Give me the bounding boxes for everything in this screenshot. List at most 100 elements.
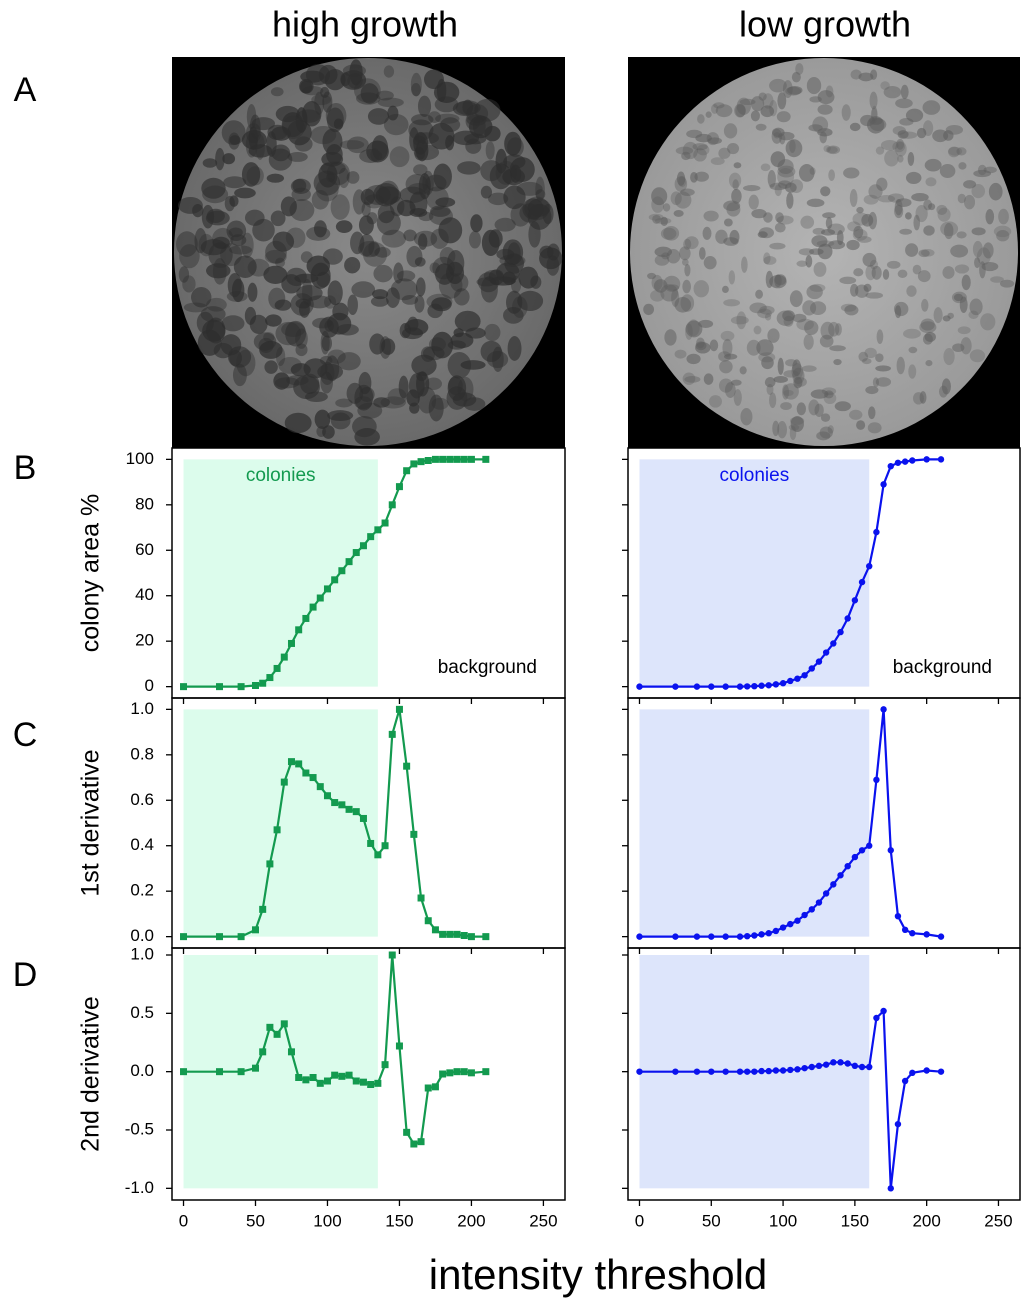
colony-blob bbox=[897, 130, 909, 139]
y-axis-title: colony area % bbox=[77, 494, 105, 652]
colony-blob bbox=[862, 358, 872, 365]
data-point bbox=[822, 890, 830, 897]
data-point bbox=[359, 542, 367, 550]
data-point bbox=[880, 1007, 887, 1015]
panel-letter: A bbox=[14, 71, 37, 109]
colony-blob bbox=[913, 392, 924, 405]
data-point bbox=[295, 626, 303, 634]
colony-blob bbox=[981, 261, 999, 272]
colony-blob bbox=[734, 103, 746, 118]
colony-blob bbox=[719, 378, 733, 393]
colony-blob bbox=[777, 167, 795, 186]
colony-blob bbox=[517, 290, 544, 312]
colony-blob bbox=[684, 376, 701, 383]
colony-blob bbox=[654, 217, 672, 225]
colony-blob bbox=[820, 413, 831, 422]
column-title: low growth bbox=[739, 4, 911, 45]
x-tick-label: 0 bbox=[635, 1211, 644, 1230]
colony-blob bbox=[258, 337, 274, 353]
colony-blob bbox=[736, 97, 751, 115]
data-point bbox=[266, 1023, 274, 1031]
plot-frame bbox=[171, 947, 566, 1201]
colony-blob bbox=[961, 274, 971, 291]
colony-blob bbox=[755, 289, 763, 299]
data-point bbox=[758, 1067, 765, 1075]
colony-blob bbox=[480, 185, 493, 199]
data-point bbox=[453, 930, 461, 938]
data-point bbox=[772, 681, 780, 688]
colony-blob bbox=[710, 157, 725, 166]
colony-blob bbox=[968, 310, 979, 319]
colony-blob bbox=[972, 240, 983, 258]
colony-blob bbox=[287, 151, 308, 162]
colony-blob bbox=[324, 69, 346, 91]
colony-blob bbox=[824, 390, 834, 399]
colony-blob bbox=[330, 194, 350, 220]
colony-blob bbox=[896, 138, 905, 150]
colony-blob bbox=[325, 102, 347, 129]
colony-blob bbox=[809, 283, 826, 292]
data-point bbox=[367, 839, 375, 847]
colony-blob bbox=[897, 269, 908, 279]
colony-blob bbox=[990, 276, 1004, 283]
data-point bbox=[359, 814, 367, 822]
colony-blob bbox=[194, 228, 207, 254]
colony-blob bbox=[871, 265, 882, 280]
colony-blob bbox=[366, 140, 389, 163]
data-point bbox=[403, 1128, 411, 1136]
colony-blob bbox=[450, 332, 474, 349]
colony-blob bbox=[905, 243, 919, 257]
data-point bbox=[779, 924, 787, 931]
y-tick-label: 1.0 bbox=[130, 699, 154, 718]
colony-blob bbox=[943, 347, 955, 366]
colony-blob bbox=[880, 139, 899, 151]
colony-blob bbox=[686, 353, 701, 365]
colony-blob bbox=[928, 203, 936, 211]
colony-blob bbox=[817, 128, 833, 137]
data-point bbox=[851, 597, 859, 604]
data-point bbox=[309, 1074, 317, 1081]
colony-blob bbox=[299, 79, 314, 94]
data-point bbox=[830, 640, 837, 647]
data-point bbox=[331, 1071, 339, 1079]
colony-blob bbox=[875, 146, 885, 155]
data-point bbox=[880, 706, 887, 713]
colony-blob bbox=[662, 203, 671, 212]
data-point bbox=[446, 1069, 454, 1077]
colony-blob bbox=[849, 122, 861, 132]
colony-blob bbox=[819, 426, 833, 439]
colony-blob bbox=[358, 371, 372, 395]
data-point bbox=[801, 1064, 808, 1072]
colony-blob bbox=[785, 139, 803, 158]
data-point bbox=[323, 1077, 331, 1085]
colony-blob bbox=[785, 359, 798, 367]
colony-blob bbox=[919, 321, 937, 334]
colony-blob bbox=[774, 222, 786, 233]
colony-blob bbox=[438, 217, 463, 244]
colony-blob bbox=[922, 100, 941, 115]
colony-blob bbox=[741, 256, 748, 273]
colony-blob bbox=[223, 176, 247, 189]
colony-blob bbox=[865, 264, 876, 281]
data-point bbox=[316, 594, 324, 602]
colony-blob bbox=[802, 300, 817, 316]
y-tick-label: 1.0 bbox=[130, 944, 154, 963]
y-tick-label: -0.5 bbox=[125, 1119, 154, 1138]
colony-blob bbox=[695, 133, 712, 143]
colony-blob bbox=[390, 278, 418, 301]
colony-blob bbox=[422, 170, 434, 196]
colony-blob bbox=[484, 125, 501, 142]
colony-blob bbox=[917, 270, 931, 283]
data-point bbox=[482, 1068, 490, 1076]
colony-blob bbox=[468, 230, 481, 249]
data-point bbox=[453, 455, 461, 463]
colony-blob bbox=[295, 343, 308, 357]
colony-blob bbox=[682, 372, 696, 385]
data-point bbox=[837, 872, 844, 879]
data-point bbox=[251, 1064, 259, 1072]
colony-blob bbox=[374, 247, 391, 258]
colony-blob bbox=[977, 164, 987, 176]
data-point bbox=[287, 639, 295, 647]
data-point bbox=[909, 457, 916, 464]
data-point bbox=[901, 458, 909, 465]
